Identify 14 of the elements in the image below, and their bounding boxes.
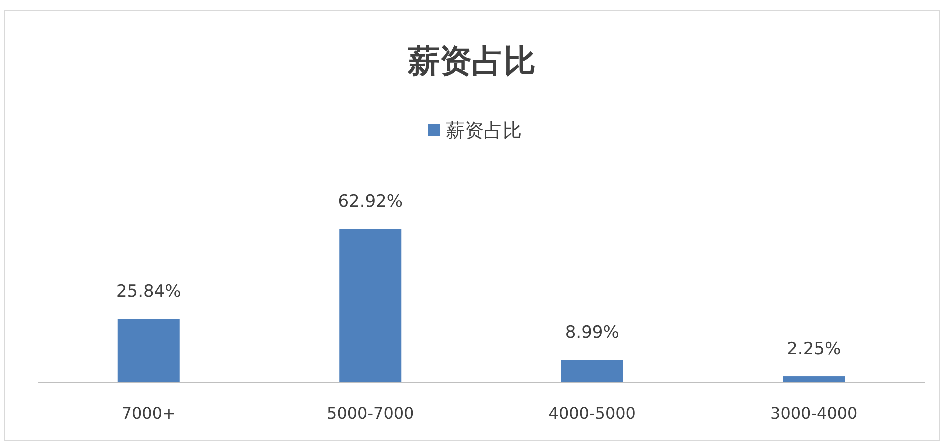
bar [561,360,624,382]
bar [118,319,180,382]
chart-title: 薪资占比 [407,42,536,80]
bar [340,229,402,382]
data-label: 2.25% [787,340,842,360]
data-label: 62.92% [338,192,404,212]
x-tick-label: 4000-5000 [548,404,636,423]
bar [783,376,846,382]
data-label: 25.84% [116,282,182,302]
x-tick-label: 5000-7000 [327,404,414,423]
data-label: 8.99% [565,323,620,344]
x-tick-label: 7000+ [122,404,176,423]
legend-label: 薪资占比 [446,120,522,142]
x-tick-label: 3000-4000 [770,404,858,423]
